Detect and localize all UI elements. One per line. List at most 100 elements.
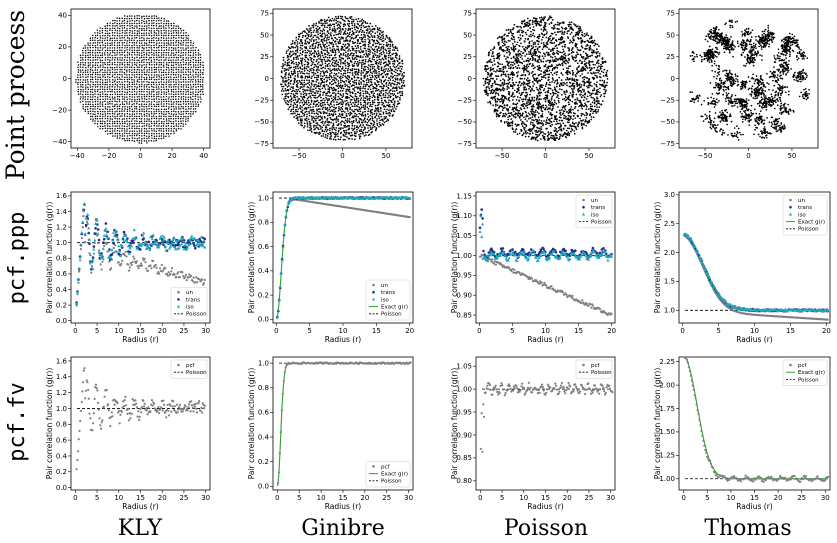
point [141,34,143,37]
point [124,73,126,76]
point [175,123,178,125]
point [128,132,130,135]
point [301,59,304,62]
point [165,122,168,125]
point [92,49,94,52]
point [375,72,378,74]
point [330,113,333,116]
point [322,124,325,126]
point [126,59,128,61]
point [128,17,131,20]
point [128,64,131,66]
point [126,80,129,83]
point [345,88,348,91]
point [291,42,294,45]
point [296,113,299,116]
point [335,59,338,62]
point [324,36,326,38]
point [182,113,185,115]
point [153,64,156,66]
point [133,51,136,54]
point [163,113,165,115]
point [354,60,357,63]
point [185,37,187,39]
point [304,46,306,48]
point [308,38,311,41]
point [158,100,160,103]
point [124,130,126,132]
point [324,22,326,25]
point [296,117,299,120]
point [321,79,324,82]
point [390,110,393,113]
point [301,76,304,79]
point [87,73,90,76]
point [126,130,128,132]
point [124,39,126,41]
point [167,110,170,113]
point [389,49,391,52]
point [332,132,335,134]
point [377,46,380,48]
point [143,22,146,25]
point [89,73,92,76]
point [106,81,108,83]
point [307,33,310,36]
point [316,46,319,49]
point [281,67,284,70]
point [116,22,119,25]
point [348,64,351,67]
point [109,59,111,61]
point [177,51,180,54]
point [128,41,131,44]
point [317,101,320,104]
point [338,127,340,130]
point [354,56,357,59]
point [182,37,184,39]
point [158,95,160,98]
point [297,64,300,66]
point [168,81,170,83]
point [106,86,109,88]
point [328,108,331,111]
point [168,61,170,64]
point [138,52,140,54]
y-tick-label: 0 [265,75,269,83]
point [80,56,82,59]
point [329,49,332,52]
point [177,59,180,61]
point [284,61,287,63]
point [287,101,290,103]
point [133,103,135,105]
point [376,59,378,62]
point [104,25,106,27]
point [362,41,364,43]
point [148,137,150,139]
point [401,84,404,87]
point [389,112,392,115]
point [182,106,184,108]
point [153,46,155,49]
point [102,115,104,118]
point [358,36,361,39]
point [143,27,145,30]
point [143,61,145,63]
point [309,45,312,48]
point [167,42,170,44]
point [134,115,136,118]
point [392,97,395,100]
point [383,54,386,57]
point [133,27,135,29]
point [335,127,338,129]
point [92,56,94,59]
point [352,119,355,122]
point [97,83,99,86]
point [303,126,305,129]
point [352,80,354,83]
point [124,81,126,83]
point [362,79,364,82]
point [367,68,370,70]
point [133,81,136,83]
point [505,107,508,110]
